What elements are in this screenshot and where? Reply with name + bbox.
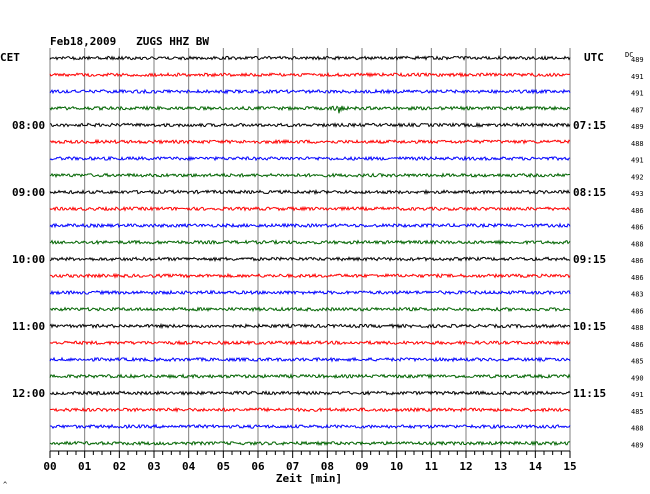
- dc-value-row-21: 485: [631, 408, 644, 416]
- x-tick-label-01: 01: [78, 460, 92, 473]
- seismic-trace-row-11: [49, 239, 571, 246]
- seismic-trace-row-14: [49, 289, 571, 296]
- dc-value-row-4: 489: [631, 123, 644, 131]
- x-axis-title: Zeit [min]: [276, 472, 342, 485]
- seismic-trace-row-18: [49, 356, 571, 363]
- seismic-trace-row-8: [49, 188, 571, 196]
- seismic-trace-row-9: [49, 205, 571, 212]
- dc-value-row-9: 486: [631, 207, 644, 215]
- dc-value-row-18: 485: [631, 358, 644, 366]
- x-tick-label-09: 09: [355, 460, 368, 473]
- right-timezone-label: UTC: [584, 51, 604, 64]
- utc-time-label-row-16: 10:15: [573, 320, 606, 333]
- seismic-trace-row-0: [49, 55, 571, 61]
- dc-value-row-3: 487: [631, 106, 644, 114]
- x-tick-label-12: 12: [459, 460, 472, 473]
- utc-time-label-row-4: 07:15: [573, 119, 606, 132]
- cet-time-label-row-12: 10:00: [12, 253, 45, 266]
- dc-value-row-23: 489: [631, 441, 644, 449]
- seismic-trace-row-10: [49, 222, 571, 229]
- dc-value-row-0: 489: [631, 56, 644, 64]
- x-tick-label-11: 11: [425, 460, 439, 473]
- dc-value-row-11: 488: [631, 240, 644, 248]
- seismic-trace-row-13: [49, 272, 571, 279]
- utc-time-label-row-12: 09:15: [573, 253, 606, 266]
- seismic-trace-row-22: [49, 423, 571, 430]
- dc-column-header: DC: [625, 51, 633, 59]
- dc-value-row-22: 488: [631, 425, 644, 433]
- x-tick-label-08: 08: [321, 460, 334, 473]
- left-timezone-label: CET: [0, 51, 20, 64]
- dc-value-row-10: 486: [631, 224, 644, 232]
- dc-value-row-1: 491: [631, 73, 644, 81]
- seismic-trace-row-16: [49, 322, 571, 330]
- x-tick-label-02: 02: [113, 460, 126, 473]
- dc-value-row-17: 486: [631, 341, 644, 349]
- dc-value-row-2: 491: [631, 90, 644, 98]
- seismic-trace-row-12: [49, 256, 571, 263]
- dc-value-row-20: 491: [631, 391, 644, 399]
- cet-time-label-row-20: 12:00: [12, 387, 45, 400]
- seismic-trace-row-15: [49, 306, 571, 313]
- utc-time-label-row-8: 08:15: [573, 186, 606, 199]
- seismic-trace-row-23: [49, 440, 571, 447]
- cet-time-label-row-4: 08:00: [12, 119, 45, 132]
- dc-value-row-19: 490: [631, 374, 644, 382]
- dc-value-row-13: 486: [631, 274, 644, 282]
- corner-mark: ^: [3, 481, 7, 489]
- dc-value-row-6: 491: [631, 157, 644, 165]
- seismic-trace-row-21: [49, 406, 571, 413]
- cet-time-label-row-16: 11:00: [12, 320, 45, 333]
- x-tick-label-14: 14: [529, 460, 543, 473]
- x-tick-label-03: 03: [147, 460, 160, 473]
- dc-value-row-5: 488: [631, 140, 644, 148]
- utc-time-label-row-20: 11:15: [573, 387, 606, 400]
- seismic-trace-row-5: [49, 138, 571, 145]
- dc-value-row-16: 488: [631, 324, 644, 332]
- x-tick-label-06: 06: [251, 460, 265, 473]
- x-tick-label-05: 05: [217, 460, 230, 473]
- dc-value-row-7: 492: [631, 173, 644, 181]
- seismic-trace-row-2: [49, 88, 571, 95]
- x-tick-label-04: 04: [182, 460, 196, 473]
- seismic-trace-row-1: [49, 71, 571, 78]
- seismic-trace-row-17: [49, 339, 571, 346]
- seismic-trace-row-4: [49, 121, 571, 128]
- dc-value-row-14: 483: [631, 291, 644, 299]
- x-tick-label-10: 10: [390, 460, 403, 473]
- x-tick-label-00: 00: [43, 460, 56, 473]
- seismic-trace-row-20: [49, 390, 571, 396]
- seismic-trace-row-3: [49, 105, 571, 114]
- x-tick-label-15: 15: [563, 460, 576, 473]
- x-tick-label-13: 13: [494, 460, 507, 473]
- x-tick-label-07: 07: [286, 460, 299, 473]
- seismic-trace-row-7: [49, 172, 571, 179]
- dc-value-row-15: 486: [631, 307, 644, 315]
- seismic-trace-row-19: [49, 373, 571, 380]
- cet-time-label-row-8: 09:00: [12, 186, 45, 199]
- chart-title: Feb18,2009 ZUGS HHZ BW: [50, 35, 209, 48]
- dc-value-row-12: 486: [631, 257, 644, 265]
- dc-value-row-8: 493: [631, 190, 644, 198]
- seismic-trace-row-6: [49, 155, 571, 162]
